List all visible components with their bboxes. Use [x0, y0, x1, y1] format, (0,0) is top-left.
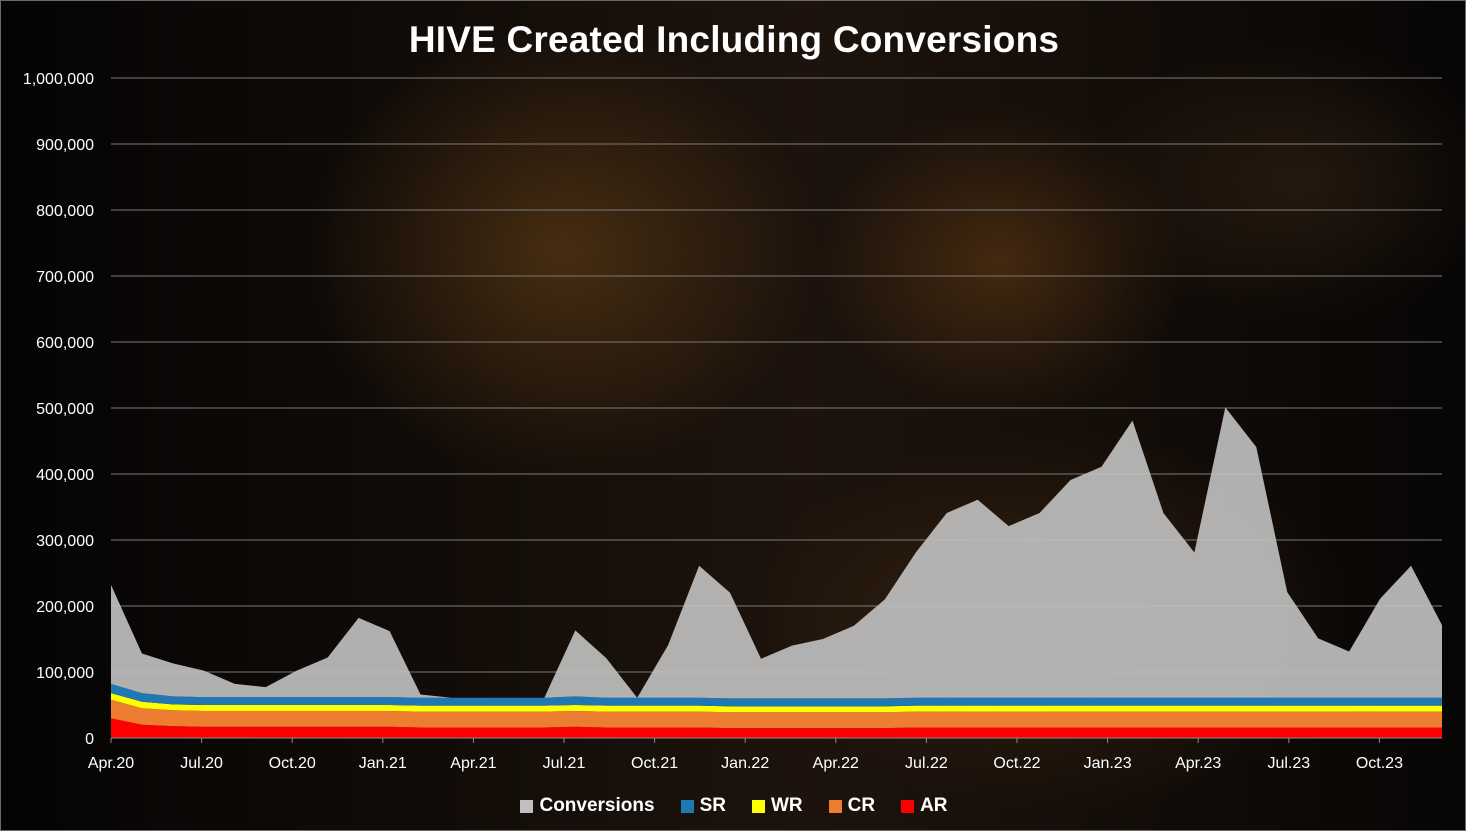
legend-label: CR: [847, 795, 876, 816]
y-tick-label: 200,000: [36, 599, 94, 616]
legend-swatch: [751, 799, 765, 813]
x-tick-label: Jul.21: [543, 755, 586, 772]
legend-swatch: [901, 799, 915, 813]
x-tick-label: Jan.23: [1084, 755, 1132, 772]
chart-legend: Conversions SR WR CR AR: [1, 795, 1465, 817]
y-tick-label: 700,000: [36, 269, 94, 286]
legend-item-ar: AR: [901, 795, 948, 817]
y-tick-label: 900,000: [36, 137, 94, 154]
y-tick-label: 500,000: [36, 401, 94, 418]
x-tick-label: Apr.20: [88, 755, 134, 772]
y-tick-label: 0: [85, 731, 94, 748]
x-tick-label: Oct.20: [269, 755, 316, 772]
y-tick-label: 1,000,000: [23, 71, 94, 88]
x-tick-label: Oct.21: [631, 755, 678, 772]
legend-label: Conversions: [539, 795, 655, 816]
x-tick-label: Apr.23: [1175, 755, 1221, 772]
legend-swatch: [680, 799, 694, 813]
area-sr: [111, 683, 1442, 707]
area-wr: [111, 693, 1442, 713]
legend-swatch: [520, 799, 534, 813]
legend-swatch: [828, 799, 842, 813]
y-tick-label: 600,000: [36, 335, 94, 352]
legend-item-sr: SR: [680, 795, 726, 817]
x-tick-label: Jan.22: [721, 755, 769, 772]
x-tick-label: Jul.20: [180, 755, 223, 772]
legend-item-cr: CR: [828, 795, 876, 817]
x-tick-label: Apr.21: [450, 755, 496, 772]
x-tick-label: Oct.22: [993, 755, 1040, 772]
x-tick-label: Oct.23: [1356, 755, 1403, 772]
y-tick-label: 800,000: [36, 203, 94, 220]
legend-item-conversions: Conversions: [520, 795, 655, 817]
x-tick-label: Jan.21: [359, 755, 407, 772]
legend-label: AR: [920, 795, 948, 816]
legend-item-wr: WR: [751, 795, 803, 817]
legend-label: WR: [770, 795, 803, 816]
y-tick-label: 100,000: [36, 665, 94, 682]
y-tick-label: 300,000: [36, 533, 94, 550]
area-cr: [111, 699, 1442, 729]
x-tick-label: Jul.22: [905, 755, 948, 772]
x-tick-label: Jul.23: [1267, 755, 1310, 772]
legend-label: SR: [699, 795, 726, 816]
x-tick-label: Apr.22: [813, 755, 859, 772]
area-conversions: [111, 407, 1442, 699]
y-tick-label: 400,000: [36, 467, 94, 484]
chart-title: HIVE Created Including Conversions: [408, 19, 1060, 60]
